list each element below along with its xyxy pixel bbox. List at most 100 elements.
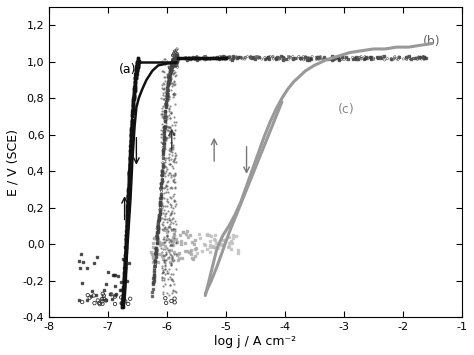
Point — [161, 262, 169, 268]
Point — [128, 126, 136, 132]
Point — [168, 211, 175, 216]
Point — [175, 56, 182, 61]
Point — [154, 228, 162, 233]
Point — [161, 163, 168, 169]
Point — [167, 69, 174, 74]
Point — [172, 185, 179, 191]
Point — [134, 61, 141, 67]
Point — [119, 299, 127, 304]
Point — [161, 157, 169, 163]
Point — [161, 131, 168, 136]
Point — [182, 231, 190, 236]
Point — [161, 61, 169, 67]
Point — [413, 55, 420, 61]
Point — [127, 132, 135, 138]
Point — [191, 56, 198, 62]
Point — [150, 275, 157, 281]
Point — [419, 54, 427, 60]
Point — [121, 265, 128, 271]
Point — [170, 82, 178, 88]
Point — [241, 55, 249, 60]
Point — [168, 63, 175, 69]
Point — [129, 106, 137, 112]
Point — [167, 238, 175, 244]
Point — [342, 54, 350, 60]
Point — [119, 291, 127, 296]
Point — [156, 202, 164, 208]
Point — [166, 125, 173, 130]
Point — [160, 234, 167, 240]
Point — [134, 61, 141, 66]
Point — [165, 65, 173, 70]
Point — [165, 134, 173, 140]
Point — [124, 190, 132, 195]
Point — [166, 221, 174, 226]
Point — [134, 66, 141, 72]
Point — [159, 172, 166, 178]
Point — [248, 55, 255, 60]
Point — [124, 195, 132, 200]
Point — [301, 54, 309, 60]
Point — [168, 152, 175, 158]
Point — [171, 48, 178, 54]
Point — [265, 56, 273, 62]
Point — [154, 230, 161, 236]
Point — [126, 174, 133, 180]
Point — [129, 103, 137, 109]
Point — [151, 266, 158, 272]
Point — [167, 211, 175, 217]
Point — [172, 57, 180, 62]
Point — [165, 236, 173, 241]
Point — [170, 258, 178, 263]
Point — [171, 192, 178, 197]
Point — [164, 219, 171, 225]
Point — [160, 137, 168, 143]
Point — [174, 251, 182, 257]
Point — [201, 56, 208, 61]
Point — [158, 177, 166, 183]
Point — [167, 248, 174, 253]
Point — [162, 260, 169, 266]
Point — [172, 55, 180, 60]
Point — [210, 55, 218, 60]
Point — [129, 100, 137, 106]
Point — [132, 71, 140, 77]
Point — [206, 57, 213, 62]
Point — [125, 187, 132, 193]
Point — [158, 184, 165, 190]
Point — [161, 211, 169, 217]
Point — [121, 265, 128, 271]
Point — [134, 61, 141, 67]
Point — [151, 263, 159, 269]
Point — [155, 215, 163, 221]
Point — [149, 245, 156, 250]
Point — [412, 55, 420, 61]
Point — [114, 273, 121, 279]
Point — [196, 235, 204, 241]
Point — [319, 56, 327, 62]
Point — [171, 281, 178, 287]
Point — [165, 151, 173, 157]
Point — [132, 70, 140, 76]
Point — [172, 81, 179, 87]
Point — [158, 82, 166, 88]
Point — [196, 55, 203, 61]
Point — [159, 153, 167, 158]
Point — [171, 122, 178, 128]
Point — [172, 240, 179, 245]
Point — [236, 54, 244, 60]
Point — [166, 131, 173, 137]
Point — [128, 121, 136, 127]
Point — [394, 57, 402, 62]
Point — [154, 224, 162, 229]
Point — [303, 57, 311, 62]
Point — [169, 179, 176, 184]
Point — [149, 280, 157, 286]
Point — [166, 65, 173, 71]
Point — [169, 57, 176, 62]
Point — [169, 158, 177, 164]
Point — [165, 124, 173, 130]
Point — [215, 245, 222, 251]
Point — [160, 147, 167, 153]
Point — [419, 54, 427, 60]
